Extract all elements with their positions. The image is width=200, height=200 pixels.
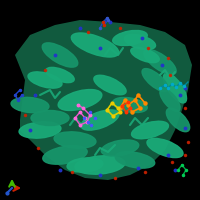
Ellipse shape	[94, 75, 126, 95]
Ellipse shape	[54, 132, 96, 148]
Ellipse shape	[42, 43, 78, 67]
Ellipse shape	[11, 97, 49, 113]
Ellipse shape	[132, 121, 168, 139]
Ellipse shape	[124, 34, 156, 50]
Ellipse shape	[144, 49, 176, 75]
Ellipse shape	[43, 146, 87, 164]
Ellipse shape	[58, 90, 102, 110]
Ellipse shape	[101, 140, 139, 156]
Ellipse shape	[166, 108, 190, 132]
Ellipse shape	[81, 110, 119, 130]
Polygon shape	[15, 20, 192, 180]
Ellipse shape	[19, 122, 61, 138]
Ellipse shape	[131, 47, 159, 63]
Ellipse shape	[163, 73, 187, 103]
Ellipse shape	[142, 69, 168, 91]
Ellipse shape	[147, 138, 183, 158]
Ellipse shape	[31, 110, 69, 126]
Ellipse shape	[75, 156, 125, 174]
Ellipse shape	[71, 33, 119, 57]
Ellipse shape	[46, 67, 74, 83]
Ellipse shape	[160, 89, 180, 111]
Ellipse shape	[115, 152, 155, 168]
Ellipse shape	[113, 97, 147, 113]
Ellipse shape	[113, 30, 147, 46]
Ellipse shape	[67, 158, 103, 172]
Ellipse shape	[28, 72, 62, 88]
